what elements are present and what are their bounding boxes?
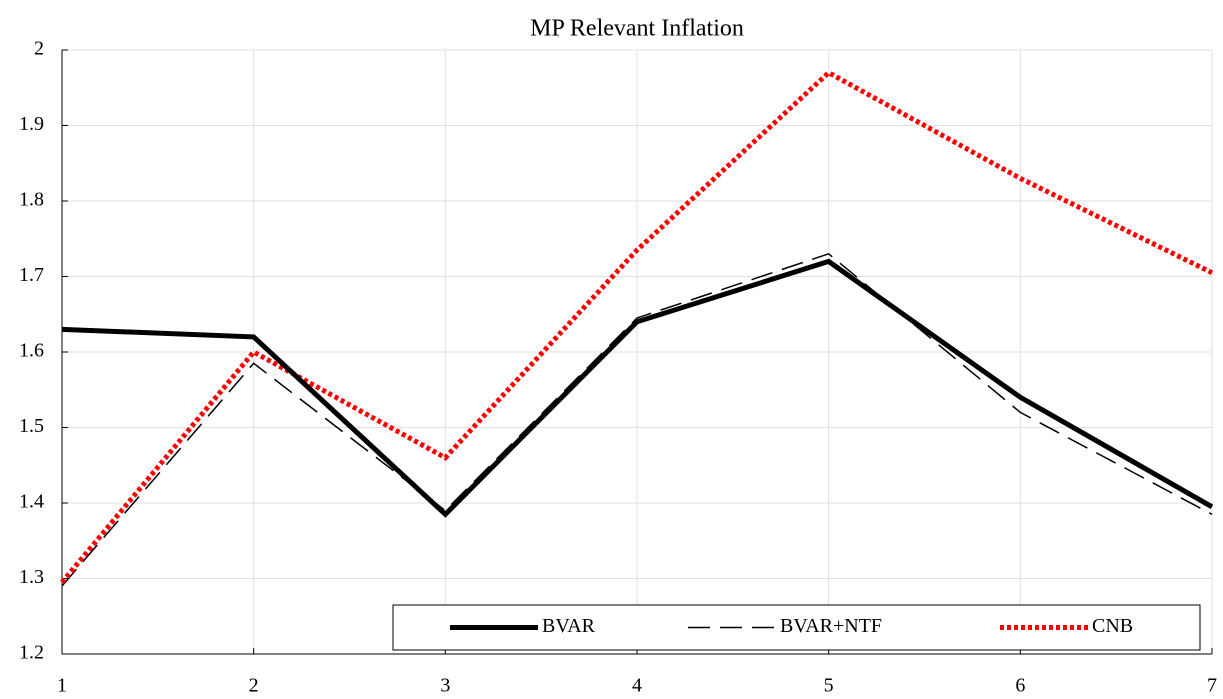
- chart-title: MP Relevant Inflation: [530, 16, 744, 42]
- series-line: [61, 258, 1214, 518]
- legend-label: CNB: [1092, 615, 1133, 637]
- x-tick-label: 4: [632, 675, 642, 697]
- x-tick-label: 3: [440, 675, 450, 697]
- x-tick-label: 7: [1207, 675, 1217, 697]
- legend-label: BVAR+NTF: [780, 615, 882, 637]
- x-tick-label: 5: [824, 675, 834, 697]
- y-tick-label: 1.6: [19, 340, 44, 362]
- x-tick-label: 6: [1015, 675, 1025, 697]
- y-tick-label: 1.9: [19, 113, 44, 135]
- y-tick-label: 1.5: [19, 415, 44, 437]
- legend-label: BVAR: [542, 615, 596, 637]
- series-line: [60, 69, 1214, 584]
- y-tick-label: 1.8: [19, 189, 44, 211]
- y-tick-label: 2: [34, 38, 44, 60]
- y-tick-label: 1.2: [19, 642, 44, 664]
- y-tick-label: 1.3: [19, 566, 44, 588]
- x-tick-label: 1: [57, 675, 67, 697]
- y-tick-label: 1.7: [19, 264, 44, 286]
- y-tick-label: 1.4: [19, 491, 44, 513]
- series-line: [61, 253, 1213, 587]
- x-tick-label: 2: [249, 675, 259, 697]
